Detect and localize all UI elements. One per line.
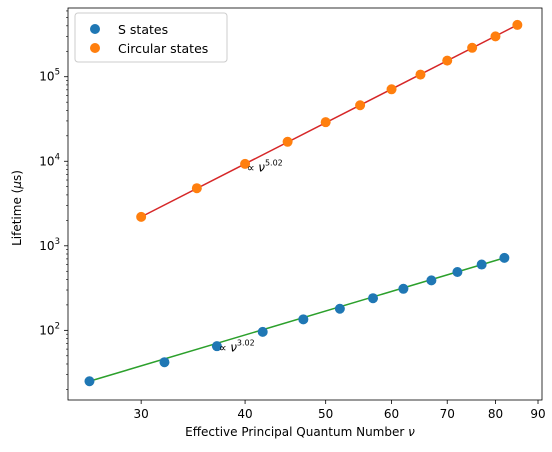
data-point-series-0-6	[368, 293, 379, 304]
y-tick-label-exp-0: 2	[55, 321, 60, 331]
legend-frame	[74, 12, 228, 63]
annotation-1-exponent: 5.02	[265, 158, 283, 167]
data-point-series-1-8	[442, 55, 453, 66]
x-tick-label-2: 50	[318, 407, 333, 421]
annotation-0-prefix: ∝	[219, 342, 230, 355]
data-point-series-0-3	[257, 326, 268, 337]
y-tick-label-exp-1: 3	[55, 237, 60, 247]
x-tick-label-6: 90	[530, 407, 545, 421]
y-axis-label-prefix: Lifetime (	[10, 189, 24, 246]
data-point-series-0-4	[298, 314, 309, 325]
annotation-0-exponent: 3.02	[237, 339, 255, 348]
y-tick-label-base-2: 10	[39, 154, 54, 168]
x-tick-label-3: 60	[384, 407, 399, 421]
y-tick-label-3: 105	[39, 68, 60, 84]
y-tick-label-exp-2: 4	[55, 152, 60, 162]
annotation-0-symbol: ν	[230, 341, 237, 355]
data-point-series-0-9	[452, 267, 463, 277]
data-point-series-1-10	[490, 31, 501, 42]
annotation-1: ∝ ν5.02	[247, 158, 283, 174]
y-axis-label-suffix: s)	[10, 170, 24, 181]
data-point-series-1-9	[467, 42, 478, 53]
data-point-series-0-10	[476, 259, 487, 270]
data-point-series-1-11	[512, 19, 523, 30]
y-tick-label-0: 102	[39, 321, 60, 337]
legend-marker-s-states	[90, 24, 100, 34]
chart-marks: ∝ ν3.02∝ ν5.02	[84, 19, 523, 387]
data-point-series-1-6	[386, 84, 397, 95]
y-tick-label-base-3: 10	[39, 70, 54, 84]
legend-marker-circular-states	[90, 43, 100, 53]
y-tick-label-exp-3: 5	[55, 68, 60, 78]
y-axis-label-symbol: μ	[10, 181, 24, 190]
data-point-series-1-3	[282, 136, 293, 147]
legend: S states Circular states	[74, 12, 228, 63]
y-tick-label-base-0: 10	[39, 323, 54, 337]
x-tick-label-0: 30	[134, 407, 149, 421]
y-tick-label-base-1: 10	[39, 239, 54, 253]
data-point-series-0-8	[426, 275, 437, 286]
data-point-series-0-0	[84, 376, 95, 387]
annotation-1-symbol: ν	[258, 160, 265, 174]
data-point-series-0-1	[159, 357, 170, 368]
legend-label-circular-states: Circular states	[118, 41, 208, 56]
y-axis-label: Lifetime (μs)	[10, 170, 24, 246]
x-tick-label-1: 40	[237, 407, 252, 421]
data-point-series-0-5	[334, 303, 345, 314]
fit-line-2	[89, 257, 505, 382]
legend-label-s-states: S states	[118, 22, 168, 37]
x-axis-label-prefix: Effective Principal Quantum Number	[185, 425, 408, 439]
data-point-series-0-2	[211, 341, 222, 352]
data-point-series-1-7	[415, 69, 426, 80]
annotation-0: ∝ ν3.02	[219, 339, 255, 355]
data-point-series-1-5	[355, 100, 366, 111]
annotation-1-prefix: ∝	[247, 161, 258, 174]
x-axis-label: Effective Principal Quantum Number ν	[185, 425, 415, 439]
x-tick-label-5: 80	[488, 407, 503, 421]
data-point-series-1-0	[136, 211, 147, 222]
data-point-series-0-7	[398, 283, 409, 294]
y-tick-label-1: 103	[39, 237, 60, 253]
data-point-series-1-4	[320, 117, 331, 128]
data-point-series-1-1	[191, 183, 202, 194]
data-point-series-0-11	[499, 252, 510, 263]
x-tick-label-4: 70	[440, 407, 455, 421]
y-tick-label-2: 104	[39, 152, 60, 168]
plot-frame	[67, 7, 543, 401]
x-axis-label-symbol: ν	[408, 425, 415, 439]
data-point-series-1-2	[240, 158, 251, 169]
